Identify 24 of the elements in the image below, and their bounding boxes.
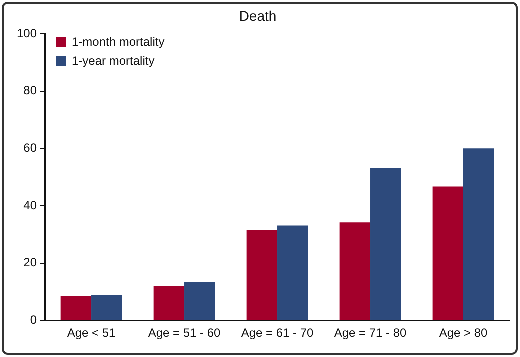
bar [246,230,278,320]
y-tick-label: 80 [24,84,38,98]
legend-label: 1-year mortality [72,54,155,68]
bar [432,186,464,320]
x-tick-label: Age > 80 [439,326,488,340]
legend-label: 1-month mortality [72,34,165,48]
bar [60,296,92,320]
x-tick-label: Age = 61 - 70 [241,326,314,340]
bar [340,222,371,320]
bar [92,295,122,320]
chart-title: Death [238,8,278,24]
y-tick-label: 100 [16,26,38,40]
x-tick-label: Age = 51 - 60 [148,326,222,340]
bar [370,168,402,320]
x-tick-label: Age < 51 [67,326,116,340]
y-tick-label: 40 [24,198,38,212]
bar [278,226,308,320]
bar [464,148,494,320]
y-tick-label: 0 [30,312,38,327]
y-tick-label: 60 [24,140,38,155]
x-tick-label: Age = 71 - 80 [334,326,408,340]
bar [184,282,216,320]
y-tick-label: 20 [24,256,38,270]
bar [154,286,185,320]
